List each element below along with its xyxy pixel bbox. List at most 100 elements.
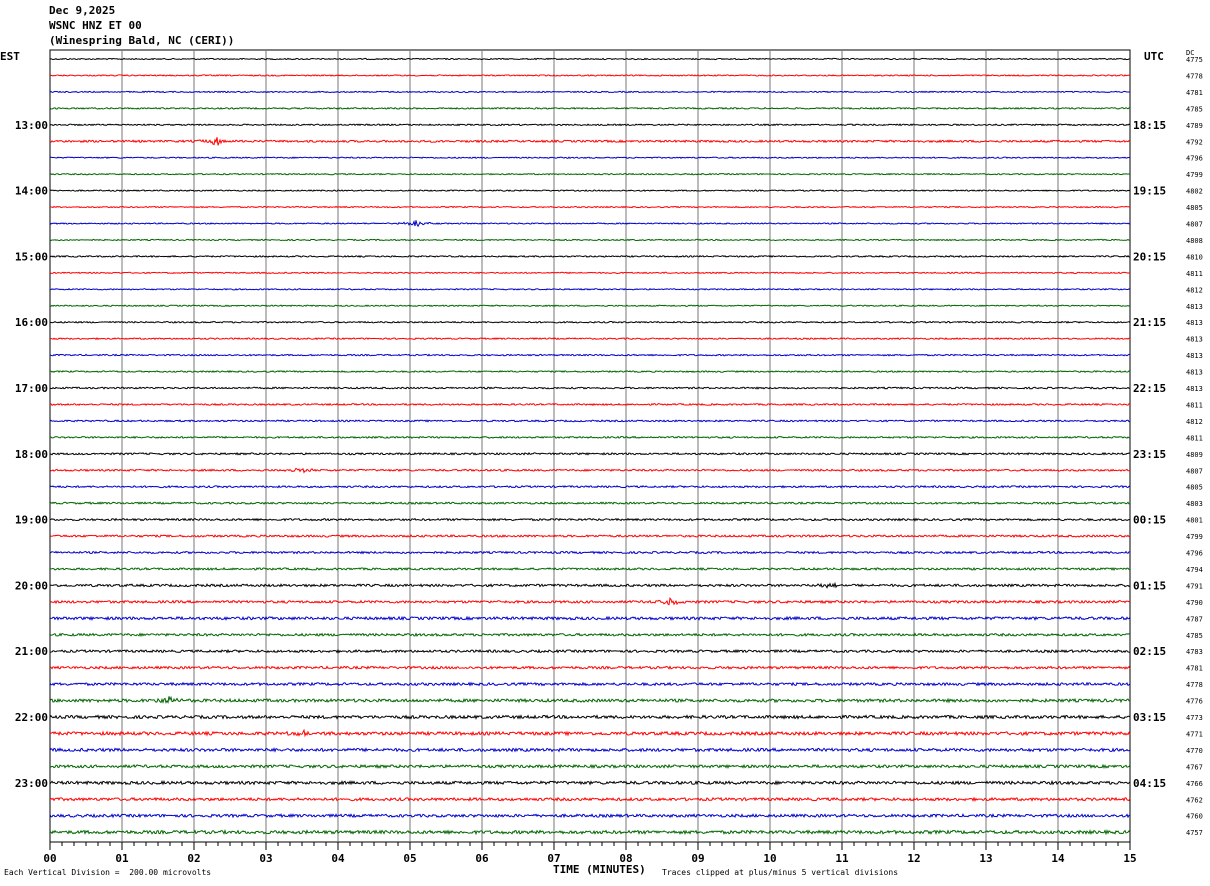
seismic-trace	[49, 779, 1131, 786]
left-hour-label: 19:00	[15, 514, 48, 527]
right-hour-label: 03:15	[1133, 711, 1166, 724]
seismic-trace	[49, 353, 1131, 357]
left-hour-label: 17:00	[15, 382, 48, 395]
dc-offset-label: 4775	[1186, 56, 1203, 64]
dc-offset-label: 4809	[1186, 451, 1203, 459]
dc-offset-label: 4773	[1186, 714, 1203, 722]
seismic-trace	[49, 386, 1131, 390]
clip-note: Traces clipped at plus/minus 5 vertical …	[662, 868, 899, 877]
dc-offset-label: 4785	[1186, 632, 1203, 640]
x-tick-label: 07	[547, 852, 560, 865]
dc-offset-label: 4807	[1186, 467, 1203, 475]
seismic-trace	[49, 695, 1131, 704]
dc-offset-label: 4770	[1186, 747, 1203, 755]
x-tick-label: 00	[43, 852, 56, 865]
seismic-trace	[49, 796, 1131, 802]
seismic-trace	[49, 90, 1131, 94]
dc-offset-label: 4803	[1186, 500, 1203, 508]
seismic-trace	[49, 763, 1131, 770]
dc-offset-label: 4762	[1186, 796, 1203, 804]
seismic-trace	[49, 747, 1131, 753]
dc-offset-label: 4783	[1186, 648, 1203, 656]
dc-offset-label: 4796	[1186, 550, 1203, 558]
dc-offset-label: 4771	[1186, 730, 1203, 738]
dc-offset-label: 4807	[1186, 221, 1203, 229]
seismic-trace	[49, 435, 1131, 439]
dc-offset-label: 4808	[1186, 237, 1203, 245]
x-tick-label: 05	[403, 852, 416, 865]
left-hour-label: 18:00	[15, 448, 48, 461]
seismic-trace	[49, 581, 1131, 589]
dc-offset-label: 4778	[1186, 681, 1203, 689]
seismic-trace	[49, 337, 1131, 341]
dc-offset-label: 4813	[1186, 319, 1203, 327]
seismic-trace	[49, 254, 1131, 258]
dc-offset-label: 4787	[1186, 615, 1203, 623]
dc-offset-label: 4781	[1186, 89, 1203, 97]
seismic-trace	[49, 452, 1131, 456]
dc-offset-label: 4812	[1186, 418, 1203, 426]
seismic-trace	[49, 597, 1131, 606]
seismic-trace	[49, 320, 1131, 324]
x-axis-title: TIME (MINUTES)	[553, 863, 646, 876]
seismic-trace	[49, 828, 1131, 836]
x-tick-label: 06	[475, 852, 489, 865]
seismic-trace	[49, 370, 1131, 374]
seismic-trace	[49, 220, 1131, 228]
seismic-trace	[49, 402, 1131, 407]
dc-offset-label: 4791	[1186, 582, 1203, 590]
dc-offset-label: 4813	[1186, 369, 1203, 377]
dc-offset-label: 4776	[1186, 698, 1203, 706]
dc-offset-label: 4799	[1186, 533, 1203, 541]
seismic-trace	[49, 615, 1131, 621]
seismic-trace	[49, 106, 1131, 110]
station-code: WSNC HNZ ET 00	[49, 19, 142, 32]
dc-offset-label: 4810	[1186, 253, 1203, 261]
seismic-trace	[49, 74, 1131, 77]
dc-offset-label: 4811	[1186, 434, 1203, 442]
left-hour-label: 21:00	[15, 645, 48, 658]
dc-offset-label: 4766	[1186, 780, 1203, 788]
left-hour-label: 20:00	[15, 579, 48, 592]
seismic-trace	[49, 419, 1131, 423]
seismic-trace	[49, 714, 1131, 720]
dc-offset-label: 4778	[1186, 72, 1203, 80]
seismic-trace	[49, 205, 1131, 209]
seismic-trace	[49, 172, 1131, 176]
dc-offset-label: 4781	[1186, 665, 1203, 673]
seismic-trace	[49, 648, 1131, 654]
x-tick-label: 10	[763, 852, 776, 865]
dc-offset-label: 4813	[1186, 352, 1203, 360]
seismic-trace	[49, 304, 1131, 308]
x-tick-label: 03	[259, 852, 272, 865]
right-hour-label: 02:15	[1133, 645, 1166, 658]
dc-offset-label: 4760	[1186, 813, 1203, 821]
dc-label: DC	[1186, 49, 1195, 57]
dc-offset-label: 4757	[1186, 829, 1203, 837]
seismic-trace	[49, 728, 1131, 738]
seismic-trace	[49, 665, 1131, 670]
x-tick-label: 01	[115, 852, 129, 865]
seismic-trace	[49, 484, 1131, 489]
left-timezone-label: EST	[0, 50, 20, 63]
dc-offset-label: 4789	[1186, 122, 1203, 130]
left-hour-label: 16:00	[15, 316, 48, 329]
dc-offset-label: 4805	[1186, 204, 1203, 212]
x-tick-label: 14	[1051, 852, 1065, 865]
dc-offset-label: 4813	[1186, 336, 1203, 344]
right-hour-label: 19:15	[1133, 185, 1166, 198]
x-tick-label: 09	[691, 852, 704, 865]
left-hour-label: 14:00	[15, 185, 48, 198]
dc-offset-label: 4767	[1186, 763, 1203, 771]
chart-date: Dec 9,2025	[49, 4, 116, 17]
right-hour-label: 01:15	[1133, 579, 1166, 592]
seismic-trace	[49, 123, 1131, 127]
left-hour-label: 22:00	[15, 711, 48, 724]
seismic-trace	[49, 238, 1131, 242]
dc-offset-label: 4794	[1186, 566, 1203, 574]
dc-offset-label: 4799	[1186, 171, 1203, 179]
right-hour-label: 21:15	[1133, 316, 1166, 329]
left-hour-label: 13:00	[15, 119, 48, 132]
x-tick-label: 12	[907, 852, 920, 865]
x-tick-label: 08	[619, 852, 632, 865]
